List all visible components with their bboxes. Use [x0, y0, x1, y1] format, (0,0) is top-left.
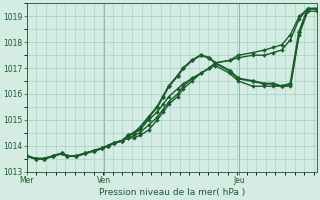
X-axis label: Pression niveau de la mer( hPa ): Pression niveau de la mer( hPa )	[99, 188, 245, 197]
